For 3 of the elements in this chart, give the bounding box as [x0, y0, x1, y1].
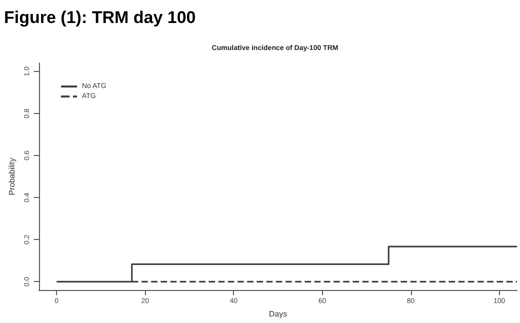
x-axis-title: Days	[268, 310, 288, 318]
chart-title: Figure (1): TRM day 100	[3, 7, 197, 29]
y-axis-title: Probability	[8, 158, 16, 196]
